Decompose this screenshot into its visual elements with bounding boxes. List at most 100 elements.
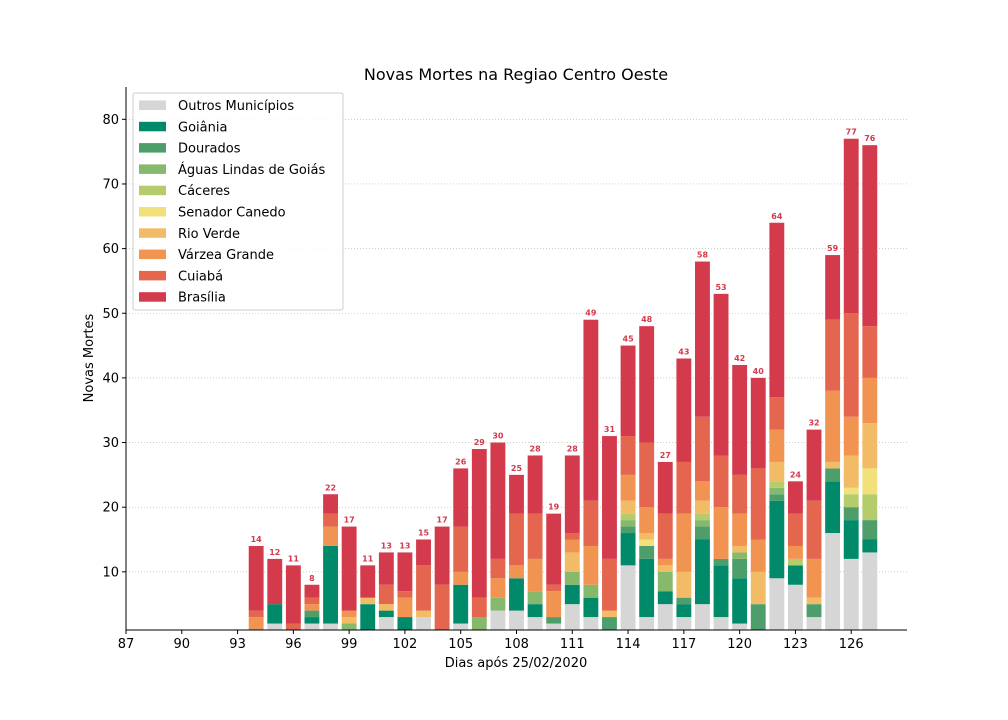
bar-total-label: 58 [697,251,709,260]
x-tick-label: 126 [839,637,864,652]
bar-segment [639,507,655,534]
bar-segment [676,571,692,598]
bar-total-label: 53 [715,283,726,292]
bar-segment [787,481,803,514]
bar-segment [546,623,562,630]
legend-box [132,92,344,311]
bar-segment [750,468,766,540]
bar-segment [639,533,655,540]
bar-segment [527,455,543,514]
bar-segment [695,520,710,527]
x-tick-label: 117 [671,637,696,652]
bar-segment [676,617,692,630]
bar-segment [304,597,320,605]
bar-total-label: 59 [827,244,839,253]
legend-swatch [139,164,166,174]
bar-segment [564,455,580,534]
bar-segment [304,610,320,618]
bar-total-label: 11 [288,554,300,563]
bar-segment [657,461,673,514]
bar-segment [639,545,655,559]
bar-segment [378,604,394,611]
bar-segment [248,617,264,630]
bar-segment [676,604,692,618]
bar-segment [639,326,655,443]
bar-segment [546,617,562,624]
bar-total-label: 22 [325,483,336,492]
x-tick-label: 96 [285,637,302,652]
bar-segment [304,623,320,630]
x-axis-label: Dias após 25/02/2020 [445,656,588,671]
bar-segment [657,604,673,630]
bar-total-label: 19 [548,503,560,512]
bar-total-label: 32 [808,419,819,428]
bar-segment [378,617,394,630]
bar-segment [583,500,599,546]
bar-segment [713,565,729,618]
bar-segment [769,481,785,488]
bar-segment [713,455,729,508]
bar-segment [769,578,785,630]
bar-segment [843,494,859,508]
bar-segment [843,558,859,630]
bar-segment [787,584,803,630]
bar-segment [825,481,841,534]
bar-segment [657,571,673,592]
x-tick-label: 114 [616,637,641,652]
bar-segment [360,597,376,605]
bar-segment [657,565,673,572]
bar-segment [341,526,357,611]
bar-segment [453,468,469,527]
bar-segment [769,494,785,501]
bar-segment [397,617,413,630]
bar-total-label: 13 [381,541,392,550]
bar-segment [750,571,766,605]
chart-title: Novas Mortes na Regiao Centro Oeste [364,65,668,84]
bar-segment [676,461,692,514]
bar-segment [490,442,506,559]
bar-segment [378,552,394,585]
bar-segment [434,526,450,585]
bar-segment [583,545,599,585]
bar-segment [304,604,320,611]
bar-segment [787,558,803,566]
bar-segment [323,545,338,624]
bar-segment [360,565,376,598]
bar-segment [490,558,506,579]
bar-segment [732,552,748,559]
bar-segment [509,610,524,630]
bar-segment [620,533,636,566]
legend-entry-label: Várzea Grande [178,248,274,263]
x-tick-label: 93 [229,637,246,652]
x-tick-label: 108 [504,637,529,652]
bar-total-label: 40 [753,367,765,376]
bar-segment [732,474,748,514]
bar-segment [583,319,599,501]
bar-total-label: 31 [604,425,616,434]
bar-segment [843,138,859,314]
bar-segment [453,526,469,572]
bar-segment [583,617,599,630]
bar-segment [453,584,469,624]
legend-swatch [139,100,166,110]
bar-segment [806,604,822,618]
bar-segment [843,313,859,417]
bar-segment [434,584,450,630]
bar-segment [527,604,543,618]
bar-total-label: 29 [474,438,486,447]
bar-segment [285,565,301,624]
legend-entry-label: Rio Verde [178,227,240,242]
bar-segment [732,513,748,546]
bar-segment [471,597,487,618]
bar-segment [769,222,785,398]
bar-segment [750,377,766,469]
bar-segment [471,449,487,598]
bar-segment [639,442,655,508]
bar-segment [787,513,803,546]
bar-segment [676,597,692,605]
bar-segment [323,513,338,527]
legend-entry-label: Outros Municípios [178,99,294,114]
bar-segment [732,578,748,624]
bar-total-label: 42 [734,354,745,363]
y-tick-label: 80 [102,113,119,128]
